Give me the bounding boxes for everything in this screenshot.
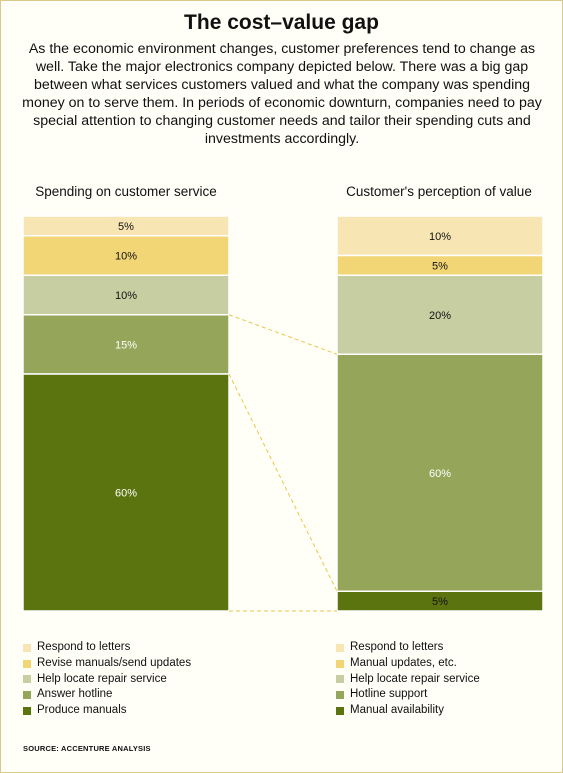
data-label: 15% bbox=[115, 339, 137, 351]
legend-item: Revise manuals/send updates bbox=[23, 656, 191, 672]
connector-line bbox=[228, 314, 338, 355]
legend-label: Revise manuals/send updates bbox=[37, 656, 192, 669]
bar-segment bbox=[336, 215, 544, 257]
legend-swatch bbox=[336, 643, 344, 652]
legend-label: Help locate repair service bbox=[37, 672, 167, 685]
legend-label: Help locate repair service bbox=[350, 672, 480, 685]
legend-swatch bbox=[336, 691, 344, 700]
bar-segment bbox=[336, 274, 544, 355]
bar-segment bbox=[22, 373, 230, 612]
legend-swatch bbox=[23, 691, 31, 700]
data-label: 10% bbox=[115, 251, 137, 263]
legend-item: Answer hotline bbox=[23, 687, 191, 703]
data-label: 60% bbox=[429, 468, 451, 480]
data-label: 60% bbox=[115, 488, 137, 500]
legend-swatch bbox=[23, 707, 31, 716]
legend-perception: Respond to letters Manual updates, etc. … bbox=[336, 640, 480, 719]
data-label: 10% bbox=[429, 231, 451, 243]
legend-spending: Respond to letters Revise manuals/send u… bbox=[23, 640, 191, 719]
legend-item: Respond to letters bbox=[336, 640, 480, 656]
legend-item: Help locate repair service bbox=[23, 672, 191, 688]
chart-title-perception: Customer's perception of value bbox=[346, 184, 532, 199]
legend-label: Respond to letters bbox=[350, 641, 444, 653]
legend-label: Manual updates, etc. bbox=[350, 656, 457, 669]
legend-swatch bbox=[23, 675, 31, 684]
legend-item: Manual availability bbox=[336, 703, 480, 719]
legend-label: Respond to letters bbox=[37, 641, 131, 653]
legend-item: Manual updates, etc. bbox=[336, 656, 480, 672]
intro-paragraph: As the economic environment changes, cus… bbox=[22, 41, 542, 147]
data-label: 20% bbox=[429, 310, 451, 322]
legend-item: Produce manuals bbox=[23, 703, 191, 719]
data-label: 5% bbox=[432, 260, 448, 272]
data-label: 10% bbox=[115, 290, 137, 302]
legend-swatch bbox=[336, 659, 344, 668]
bar-segment bbox=[22, 274, 230, 316]
legend-item: Hotline support bbox=[336, 687, 480, 703]
bar-segment bbox=[22, 314, 230, 375]
legend-label: Produce manuals bbox=[37, 704, 127, 717]
legend-swatch bbox=[23, 643, 31, 652]
legend-label: Hotline support bbox=[350, 688, 428, 701]
bar-segment bbox=[336, 590, 544, 612]
bar-segment bbox=[336, 353, 544, 592]
chart-title-spending: Spending on customer service bbox=[35, 184, 217, 199]
legend-item: Respond to letters bbox=[23, 640, 191, 656]
source-note: SOURCE: ACCENTURE ANALYSIS bbox=[23, 744, 151, 753]
legend-label: Answer hotline bbox=[37, 688, 113, 701]
legend-item: Help locate repair service bbox=[336, 672, 480, 688]
page-title: The cost–value gap bbox=[184, 11, 379, 34]
data-label: 5% bbox=[432, 596, 448, 608]
legend-swatch bbox=[23, 659, 31, 668]
legend-label: Manual availability bbox=[350, 704, 444, 717]
connector-line bbox=[228, 373, 338, 592]
data-label: 5% bbox=[118, 221, 134, 233]
legend-swatch bbox=[336, 707, 344, 716]
bar-segment bbox=[22, 235, 230, 276]
legend-swatch bbox=[336, 675, 344, 684]
